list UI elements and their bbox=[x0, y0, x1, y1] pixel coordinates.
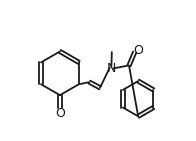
Text: O: O bbox=[133, 44, 143, 57]
Text: O: O bbox=[55, 107, 65, 120]
Text: N: N bbox=[107, 62, 116, 75]
